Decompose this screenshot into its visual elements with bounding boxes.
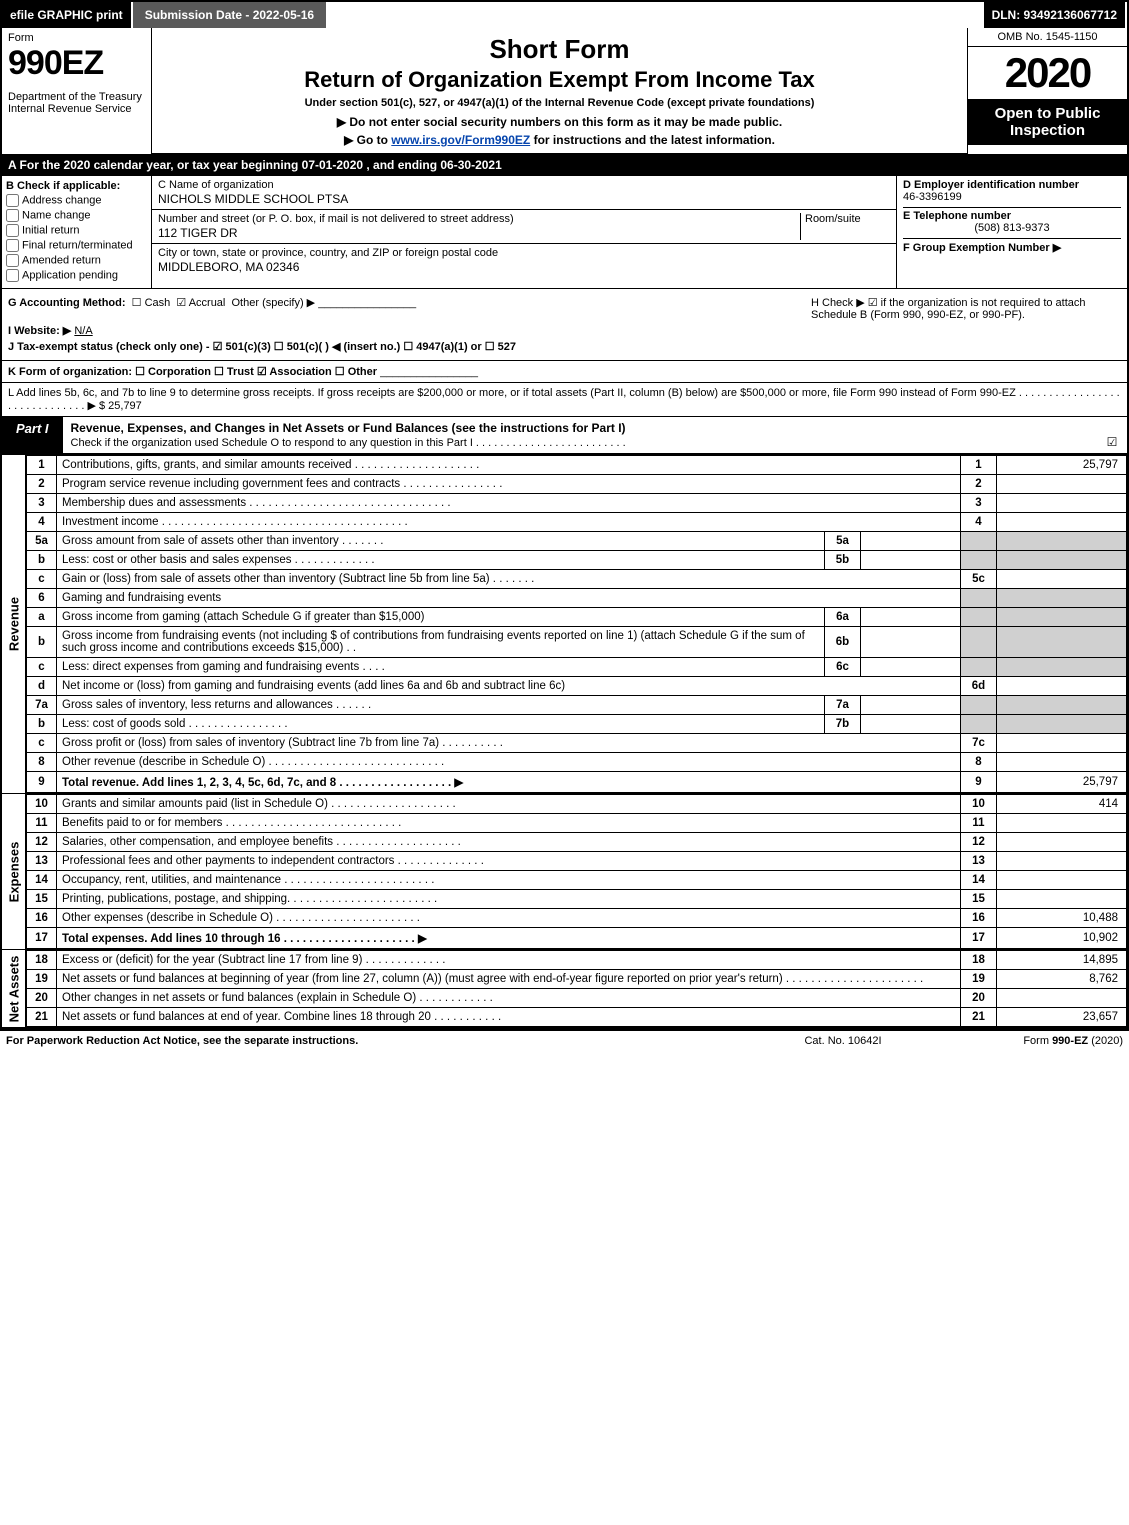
part1-sub: Check if the organization used Schedule … — [71, 437, 626, 449]
chk-amended-return[interactable]: Amended return — [6, 254, 147, 267]
expenses-section: Expenses 10Grants and similar amounts pa… — [2, 793, 1127, 949]
row-j: J Tax-exempt status (check only one) - ☑… — [8, 340, 1121, 353]
chk-initial-return[interactable]: Initial return — [6, 224, 147, 237]
ein-label: D Employer identification number — [903, 179, 1121, 191]
form-title-box: Short Form Return of Organization Exempt… — [152, 28, 967, 154]
revenue-section: Revenue 1Contributions, gifts, grants, a… — [2, 454, 1127, 793]
org-name-cell: C Name of organization NICHOLS MIDDLE SC… — [152, 176, 896, 210]
part1-check[interactable]: ☑ — [1097, 417, 1127, 453]
expenses-table: 10Grants and similar amounts paid (list … — [26, 794, 1127, 949]
group-exemption-label: F Group Exemption Number ▶ — [903, 241, 1121, 254]
tax-year: 2020 — [968, 47, 1127, 99]
telephone-value: (508) 813-9373 — [903, 222, 1121, 234]
row-g-h: G Accounting Method: ☐ Cash ☑ Accrual Ot… — [8, 296, 1121, 321]
ssn-warning: ▶ Do not enter social security numbers o… — [162, 115, 957, 129]
expenses-label: Expenses — [2, 794, 26, 949]
dln-label: DLN: 93492136067712 — [984, 2, 1127, 28]
city-cell: City or town, state or province, country… — [152, 244, 896, 277]
address-cell: Number and street (or P. O. box, if mail… — [152, 210, 896, 244]
acct-cash: Cash — [145, 297, 171, 309]
short-form-title: Short Form — [162, 34, 957, 65]
row-h: H Check ▶ ☑ if the organization is not r… — [811, 296, 1121, 321]
revenue-label: Revenue — [2, 455, 26, 793]
website-value: N/A — [74, 325, 92, 337]
instructions-link-row: ▶ Go to www.irs.gov/Form990EZ for instru… — [162, 133, 957, 147]
topbar-spacer — [326, 2, 983, 28]
city-value: MIDDLEBORO, MA 02346 — [158, 260, 890, 274]
part1-title: Revenue, Expenses, and Changes in Net As… — [63, 417, 1097, 453]
chk-application-pending[interactable]: Application pending — [6, 269, 147, 282]
info-grid: B Check if applicable: Address change Na… — [2, 175, 1127, 288]
part1-tab: Part I — [2, 417, 63, 453]
tax-period-bar: A For the 2020 calendar year, or tax yea… — [2, 155, 1127, 175]
page-footer: For Paperwork Reduction Act Notice, see … — [0, 1029, 1129, 1051]
open-to-public: Open to Public Inspection — [968, 99, 1127, 145]
address-value: 112 TIGER DR — [158, 226, 800, 240]
acct-accrual: Accrual — [189, 297, 226, 309]
form-word: Form — [8, 32, 145, 44]
submission-date: Submission Date - 2022-05-16 — [133, 2, 326, 28]
address-label: Number and street (or P. O. box, if mail… — [158, 213, 800, 225]
city-label: City or town, state or province, country… — [158, 247, 890, 259]
netassets-section: Net Assets 18Excess or (deficit) for the… — [2, 949, 1127, 1027]
accounting-method-label: G Accounting Method: — [8, 297, 126, 309]
omb-number: OMB No. 1545-1150 — [968, 28, 1127, 47]
box-d: D Employer identification number 46-3396… — [897, 176, 1127, 288]
efile-button[interactable]: efile GRAPHIC print — [2, 2, 133, 28]
netassets-label: Net Assets — [2, 950, 26, 1027]
telephone-label: E Telephone number — [903, 210, 1121, 222]
year-box: OMB No. 1545-1150 2020 Open to Public In… — [967, 28, 1127, 154]
room-label: Room/suite — [805, 213, 890, 225]
box-b-title: B Check if applicable: — [6, 180, 147, 192]
row-i: I Website: ▶ N/A — [8, 324, 1121, 337]
org-name: NICHOLS MIDDLE SCHOOL PTSA — [158, 192, 890, 206]
chk-final-return[interactable]: Final return/terminated — [6, 239, 147, 252]
form-number: 990EZ — [8, 44, 145, 83]
department-label: Department of the Treasury Internal Reve… — [8, 91, 145, 115]
chk-address-change[interactable]: Address change — [6, 194, 147, 207]
mid-rows: G Accounting Method: ☐ Cash ☑ Accrual Ot… — [2, 288, 1127, 360]
acct-other: Other (specify) ▶ — [232, 297, 316, 309]
main-title: Return of Organization Exempt From Incom… — [162, 67, 957, 93]
paperwork-notice: For Paperwork Reduction Act Notice, see … — [6, 1035, 743, 1047]
box-c: C Name of organization NICHOLS MIDDLE SC… — [152, 176, 897, 288]
form-version: Form 990-EZ (2020) — [943, 1035, 1123, 1047]
netassets-table: 18Excess or (deficit) for the year (Subt… — [26, 950, 1127, 1027]
part1-header: Part I Revenue, Expenses, and Changes in… — [2, 416, 1127, 454]
box-b: B Check if applicable: Address change Na… — [2, 176, 152, 288]
row-k: K Form of organization: ☐ Corporation ☐ … — [2, 360, 1127, 382]
catalog-number: Cat. No. 10642I — [743, 1035, 943, 1047]
top-bar: efile GRAPHIC print Submission Date - 20… — [2, 2, 1127, 28]
chk-name-change[interactable]: Name change — [6, 209, 147, 222]
subtitle: Under section 501(c), 527, or 4947(a)(1)… — [162, 97, 957, 109]
org-name-label: C Name of organization — [158, 179, 890, 191]
revenue-table: 1Contributions, gifts, grants, and simil… — [26, 455, 1127, 793]
header-row: Form 990EZ Department of the Treasury In… — [2, 28, 1127, 155]
link-pre: ▶ Go to — [344, 133, 391, 147]
form-container: efile GRAPHIC print Submission Date - 20… — [0, 0, 1129, 1029]
link-post: for instructions and the latest informat… — [530, 133, 775, 147]
row-l: L Add lines 5b, 6c, and 7b to line 9 to … — [2, 382, 1127, 416]
ein-value: 46-3396199 — [903, 191, 1121, 203]
form-id-box: Form 990EZ Department of the Treasury In… — [2, 28, 152, 154]
irs-link[interactable]: www.irs.gov/Form990EZ — [391, 133, 530, 147]
